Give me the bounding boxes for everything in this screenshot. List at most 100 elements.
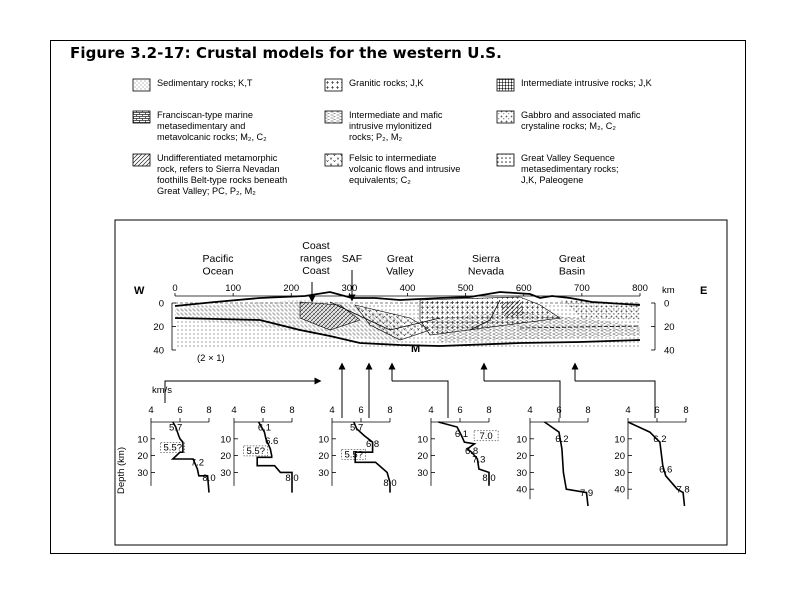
legend-label: Gabbro and associated mafic crystaline ro… (521, 110, 641, 131)
surface-topography (174, 291, 641, 307)
profile-depth-tick-label: 30 (318, 468, 329, 479)
velocity-label: 8.0 (482, 473, 495, 484)
profile-depth-tick-label: 10 (417, 434, 428, 445)
velocity-curve (256, 421, 293, 493)
legend-swatch-fine-dots (132, 78, 151, 92)
vertical-exaggeration: (2 × 1) (197, 353, 225, 364)
legend-swatch-crosses (324, 78, 343, 92)
velocity-label: 7.8 (676, 485, 689, 496)
velocity-label: 6.6 (265, 436, 278, 447)
depth-tick-label: 20 (153, 322, 164, 333)
profile-depth-tick-label: 30 (516, 468, 527, 479)
velocity-tick-label: 4 (527, 405, 532, 416)
legend-swatch-plus-dots (496, 110, 515, 124)
velocity-tick-label: 6 (260, 405, 265, 416)
velocity-tick-label: 4 (231, 405, 236, 416)
depth-axis-right: 0 20 40 (651, 299, 675, 357)
velocity-label: 6.8 (465, 446, 478, 457)
velocity-label: 6.8 (366, 439, 379, 450)
connector-line (575, 380, 656, 418)
velocity-label: 8.0 (285, 473, 298, 484)
profile-depth-tick-label: 20 (137, 451, 148, 462)
velocity-tick-label: 6 (457, 405, 462, 416)
legend-swatch-dashes (324, 110, 343, 124)
legend-label: Granitic rocks; J,K (349, 78, 424, 88)
velocity-tick-label: 8 (585, 405, 590, 416)
sierra-metamorphic (500, 300, 525, 318)
velocity-label: 6.2 (653, 434, 666, 445)
region-label: Coast ranges Coast (300, 240, 332, 277)
legend-label: Felsic to intermediate volcanic flows and… (349, 153, 460, 185)
velocity-label: 5.5? (247, 446, 266, 457)
velocity-label: 7.0 (479, 431, 492, 442)
legend-label: Undifferentiated metamorphic rock, refers… (157, 153, 287, 196)
velocity-tick-label: 4 (428, 405, 433, 416)
section-panel-border (114, 219, 728, 546)
velocity-label: 6.1 (455, 429, 468, 440)
distance-tick-label: 400 (400, 283, 416, 294)
velocity-label: 7.2 (191, 458, 204, 469)
velocity-tick-label: 8 (206, 405, 211, 416)
connector-line (392, 380, 449, 418)
distance-tick-label: 800 (632, 283, 648, 294)
figure-title: Figure 3.2-17: Crustal models for the we… (70, 44, 502, 62)
legend-swatch-v-marks (324, 153, 343, 167)
region-label: Sierra Nevada (468, 253, 504, 278)
region-label: SAF (342, 253, 362, 265)
depth-tick-label: 0 (664, 299, 669, 310)
velocity-label: 8.0 (383, 478, 396, 489)
velocity-curve (170, 421, 210, 493)
velocity-profile: 4 6 8 10 20 30 40 6.2 6.6 7.8 (614, 405, 690, 507)
profile-depth-tick-label: 20 (220, 451, 231, 462)
profile-depth-tick-label: 10 (614, 434, 625, 445)
great-basin-upper (560, 300, 640, 320)
depth-tick-label: 40 (664, 346, 675, 357)
moho-boundary (174, 317, 641, 347)
velocity-tick-label: 6 (358, 405, 363, 416)
region-labels: Pacific Ocean Coast ranges Coast SAF Great Vall… (203, 240, 586, 278)
profile-depth-tick-label: 30 (137, 468, 148, 479)
uncertain-layer-box (473, 430, 499, 442)
velocity-label: 5.7 (169, 422, 182, 433)
profile-depth-tick-label: 40 (614, 485, 625, 496)
velocity-tick-label: 8 (683, 405, 688, 416)
profile-connectors (164, 362, 656, 418)
crustal-section (174, 291, 641, 347)
velocity-profile: 4 6 8 10 20 30 5.76.85.5? 8.0 (318, 405, 397, 493)
velocity-label: 5.7 (350, 422, 363, 433)
mid-crust-boundary (519, 325, 641, 329)
velocity-tick-label: 4 (148, 405, 153, 416)
velocity-label: 8.0 (202, 473, 215, 484)
velocity-tick-label: 4 (625, 405, 630, 416)
velocity-label: 7.9 (580, 488, 593, 499)
velocity-label: 6.2 (555, 434, 568, 445)
distance-axis: 0 100 200 300 400 500 600 700 800 (172, 283, 648, 297)
region-label: Pacific Ocean (203, 253, 234, 278)
legend: Sedimentary rocks; K,T Franciscan-type ma… (132, 78, 653, 196)
legend-label: Sedimentary rocks; K,T (157, 78, 253, 88)
velocity-profile: 4 6 8 10 20 30 40 6.2 7.9 (516, 405, 593, 507)
profile-depth-tick-label: 20 (516, 451, 527, 462)
velocity-label: 6.6 (659, 464, 672, 475)
distance-tick-label: 0 (172, 283, 177, 294)
profile-depth-tick-label: 30 (220, 468, 231, 479)
uncertain-layer-box (160, 442, 185, 453)
region-label: Great Basin (559, 253, 585, 278)
velocity-unit: km/s (152, 385, 172, 396)
figure-frame (50, 40, 746, 554)
distance-tick-label: 600 (516, 283, 532, 294)
velocity-tick-label: 8 (486, 405, 491, 416)
profile-depth-tick-label: 10 (220, 434, 231, 445)
profile-depth-tick-label: 40 (516, 485, 527, 496)
legend-label: Intermediate intrusive rocks; J,K (521, 78, 653, 88)
legend-label: Franciscan-type marine metasedimentary an… (157, 110, 267, 142)
profile-depth-tick-label: 10 (516, 434, 527, 445)
internal-boundary-2 (469, 299, 501, 331)
legend-label: Great Valley Sequence metasedimentary roc… (521, 153, 619, 185)
velocity-tick-label: 6 (556, 405, 561, 416)
velocity-label: 7.3 (472, 454, 485, 465)
legend-label: Intermediate and mafic intrusive myloniti… (349, 110, 443, 142)
depth-tick-label: 20 (664, 322, 675, 333)
west-label: W (134, 285, 145, 297)
